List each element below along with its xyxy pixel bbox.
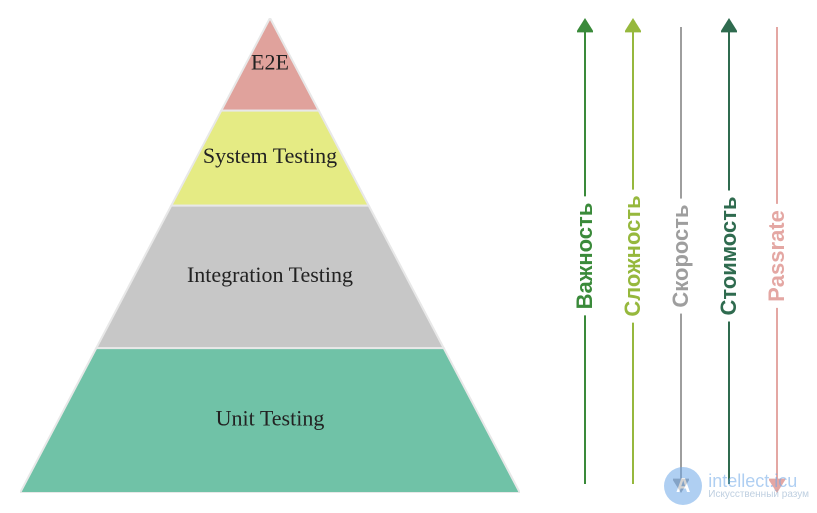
metric-label: Скорость: [668, 198, 694, 313]
arrow-up-icon: [625, 18, 641, 32]
metric-arrow: Важность: [565, 18, 605, 493]
metric-arrow: Скорость: [661, 18, 701, 493]
pyramid-layer-label: Integration Testing: [187, 262, 353, 287]
metric-arrow: Passrate: [757, 18, 797, 493]
watermark-text: intellect.icu Искусственный разум: [708, 472, 809, 500]
metric-label: Стоимость: [716, 190, 742, 321]
metric-label: Сложность: [620, 189, 646, 322]
pyramid-layer-label: System Testing: [203, 143, 337, 168]
watermark-subtitle: Искусственный разум: [708, 490, 809, 500]
watermark-title: intellect.icu: [708, 472, 809, 490]
metric-arrows: Важность Сложность Скорость Стоимость Passra…: [565, 18, 800, 493]
pyramid-svg: E2E System Testing Integration Testing Unit…: [20, 18, 520, 493]
arrow-up-icon: [577, 18, 593, 32]
pyramid-layer-label: Unit Testing: [216, 406, 325, 431]
diagram-container: E2E System Testing Integration Testing Unit…: [0, 0, 817, 513]
watermark-logo: A: [664, 467, 702, 505]
arrow-up-icon: [721, 18, 737, 32]
metric-label: Passrate: [764, 204, 790, 308]
pyramid-layer-label: E2E: [251, 49, 289, 74]
metric-arrow: Сложность: [613, 18, 653, 493]
metric-arrow: Стоимость: [709, 18, 749, 493]
testing-pyramid: E2E System Testing Integration Testing Unit…: [20, 18, 520, 493]
watermark: A intellect.icu Искусственный разум: [664, 467, 809, 505]
metric-label: Важность: [572, 196, 598, 315]
